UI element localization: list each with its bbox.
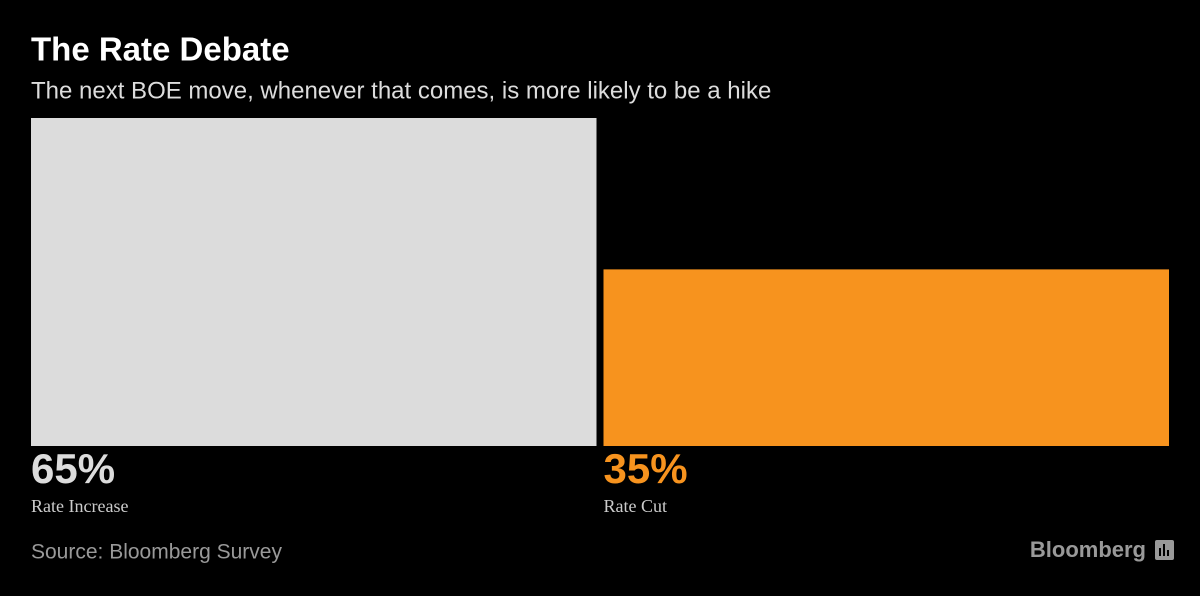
brand-icon bbox=[1155, 540, 1174, 560]
category-label: Rate Cut bbox=[604, 496, 668, 516]
category-label: Rate Increase bbox=[31, 496, 128, 516]
brand: Bloomberg bbox=[1030, 537, 1146, 562]
chart-title: The Rate Debate bbox=[31, 31, 290, 68]
source: Source: Bloomberg Survey bbox=[31, 541, 282, 564]
value-label: 65% bbox=[31, 445, 115, 492]
bar bbox=[603, 269, 1169, 446]
value-label: 35% bbox=[604, 445, 688, 492]
bar bbox=[31, 118, 597, 446]
chart-subtitle: The next BOE move, whenever that comes, … bbox=[31, 77, 771, 104]
